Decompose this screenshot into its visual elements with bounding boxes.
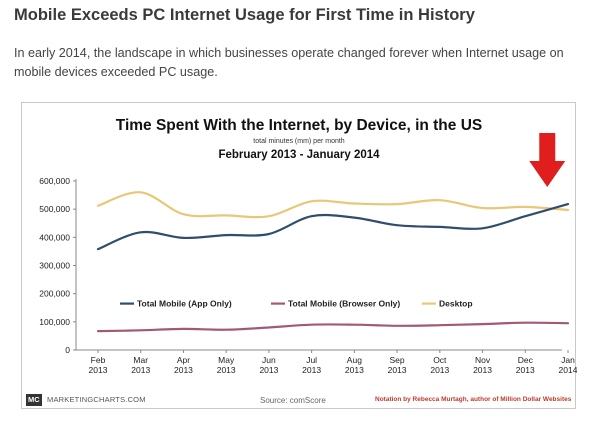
x-tick-label-month: May bbox=[218, 355, 235, 365]
x-tick-label-year: 2013 bbox=[388, 365, 407, 375]
x-tick-label-year: 2013 bbox=[345, 365, 364, 375]
x-tick-label-year: 2013 bbox=[516, 365, 535, 375]
x-tick-label-year: 2013 bbox=[174, 365, 193, 375]
chart-card: Time Spent With the Internet, by Device,… bbox=[21, 102, 577, 409]
red-arrow-shape bbox=[529, 133, 566, 187]
legend-label: Total Mobile (App Only) bbox=[137, 299, 232, 309]
y-tick-label: 500,000 bbox=[39, 204, 70, 214]
x-tick-label-month: Nov bbox=[475, 355, 491, 365]
legend-label: Total Mobile (Browser Only) bbox=[288, 299, 400, 309]
legend-label: Desktop bbox=[439, 299, 473, 309]
y-tick-label: 400,000 bbox=[39, 232, 70, 242]
chart-date-range: February 2013 - January 2014 bbox=[218, 149, 380, 161]
x-tick-label-year: 2013 bbox=[217, 365, 236, 375]
y-tick-label: 600,000 bbox=[39, 176, 70, 186]
x-tick-label-month: Sep bbox=[390, 355, 405, 365]
red-down-arrow-icon bbox=[529, 133, 566, 187]
marketingcharts-brand: MARKETINGCHARTS.COM bbox=[47, 395, 146, 404]
y-tick-label: 0 bbox=[65, 345, 70, 355]
x-tick-label-month: Feb bbox=[91, 355, 106, 365]
chart-subtitle: total minutes (mm) per month bbox=[253, 138, 345, 145]
x-tick-label-month: Dec bbox=[518, 355, 534, 365]
chart-source: Source: comScore bbox=[260, 396, 326, 405]
chart-axes: 0 100,000 200,000 300,000 400,000 500,000 600,… bbox=[39, 176, 577, 375]
line-chart: Time Spent With the Internet, by Device,… bbox=[39, 117, 577, 375]
series-line-total-mobile-browser-only bbox=[96, 321, 570, 333]
series-line-desktop bbox=[96, 191, 570, 219]
x-tick-label-year: 2013 bbox=[430, 365, 449, 375]
article-intro: In early 2014, the landscape in which bu… bbox=[14, 46, 564, 79]
x-tick-label-year: 2013 bbox=[131, 365, 150, 375]
x-tick-label-month: Jun bbox=[262, 355, 276, 365]
x-tick-label-year: 2013 bbox=[259, 365, 278, 375]
x-tick-label-year: 2013 bbox=[89, 365, 108, 375]
marketingcharts-logo: MC bbox=[26, 394, 42, 406]
x-tick-label-year: 2014 bbox=[559, 365, 577, 375]
x-tick-label-month: Oct bbox=[433, 355, 447, 365]
y-tick-label: 100,000 bbox=[39, 317, 70, 327]
chart-legend: Total Mobile (App Only) Total Mobile (Bro… bbox=[120, 299, 473, 309]
x-tick-label-month: Mar bbox=[133, 355, 148, 365]
x-tick-label-month: Jan bbox=[561, 355, 575, 365]
chart-title: Time Spent With the Internet, by Device,… bbox=[116, 117, 482, 134]
chart-series-layer bbox=[96, 191, 570, 333]
x-tick-label-month: Aug bbox=[347, 355, 362, 365]
x-tick-label-month: Apr bbox=[177, 355, 190, 365]
x-tick-label-year: 2013 bbox=[302, 365, 321, 375]
article-headline: Mobile Exceeds PC Internet Usage for Fir… bbox=[14, 6, 475, 24]
x-tick-label-year: 2013 bbox=[473, 365, 492, 375]
chart-footer: MC MARKETINGCHARTS.COM bbox=[22, 394, 575, 408]
chart-notation: Notation by Rebecca Murtagh, author of M… bbox=[375, 396, 572, 403]
series-line-total-mobile-app-only bbox=[96, 203, 570, 251]
x-tick-label-month: Jul bbox=[306, 355, 317, 365]
y-tick-label: 200,000 bbox=[39, 289, 70, 299]
y-tick-label: 300,000 bbox=[39, 261, 70, 271]
